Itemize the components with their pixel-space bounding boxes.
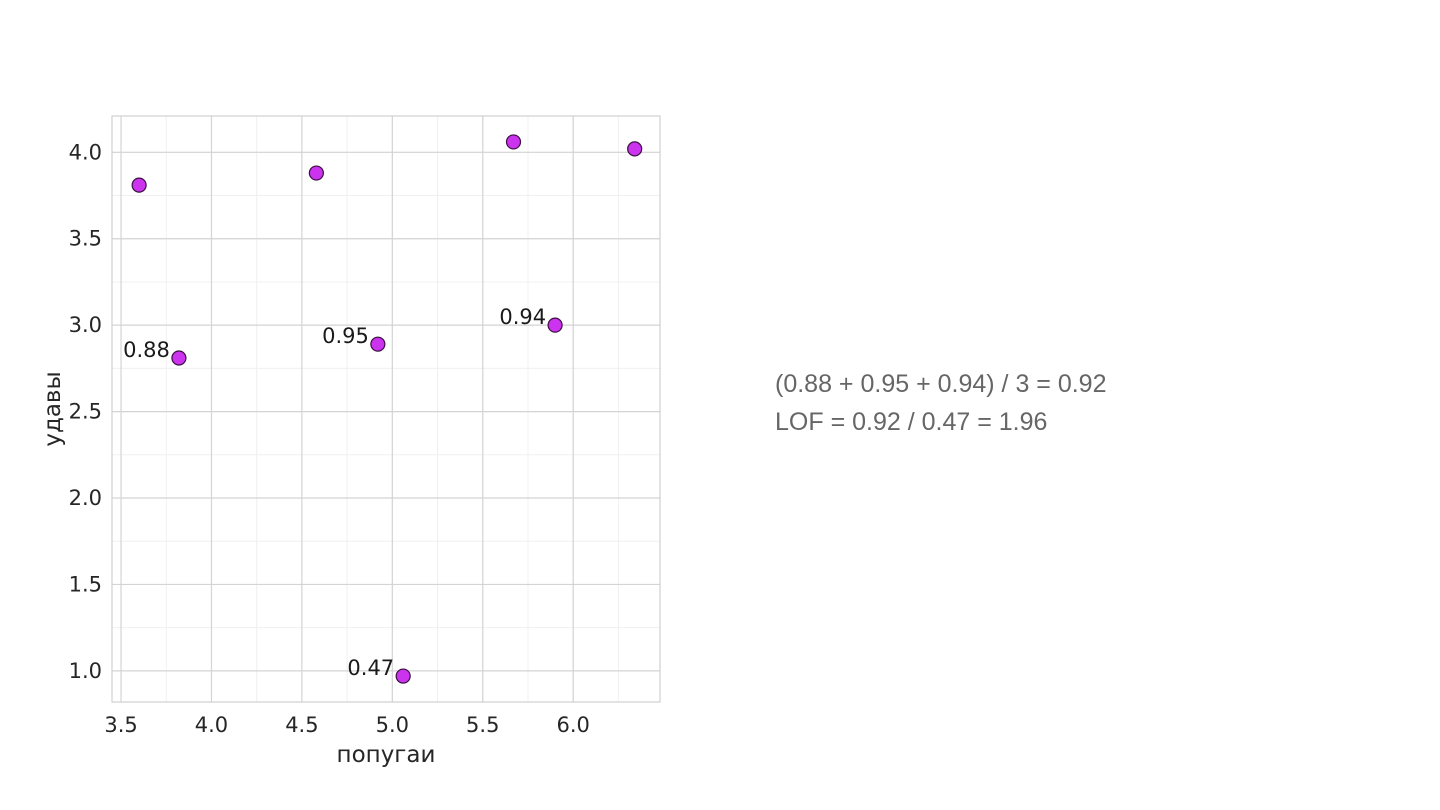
- y-tick-label: 1.0: [69, 659, 102, 683]
- x-tick-label: 5.5: [466, 713, 499, 737]
- y-axis-label: удавы: [40, 371, 66, 446]
- x-tick-label: 4.5: [285, 713, 318, 737]
- lof-formula: LOF = 0.92 / 0.47 = 1.96: [775, 408, 1048, 436]
- scatter-point: [171, 350, 187, 366]
- x-axis-label: попугаи: [337, 742, 436, 768]
- scatter-point: [547, 317, 563, 333]
- scatter-point: [308, 165, 324, 181]
- point-value-label: 0.94: [499, 305, 546, 329]
- point-value-label: 0.88: [123, 338, 170, 362]
- y-tick-label: 4.0: [69, 140, 102, 164]
- scatter-point: [395, 668, 411, 684]
- point-value-label: 0.95: [322, 324, 369, 348]
- scatter-point: [627, 141, 643, 157]
- x-tick-label: 3.5: [104, 713, 137, 737]
- scatter-point: [131, 177, 147, 193]
- scatter-point: [505, 134, 522, 150]
- y-tick-label: 3.5: [69, 227, 102, 251]
- y-tick-label: 2.0: [69, 486, 102, 510]
- data-points: [131, 134, 643, 684]
- tick-labels: 3.5 4.0 4.5 5.0 5.5 6.0 1.0 1.5 2.0 2.5 3.0 3.5 4.0: [69, 140, 590, 737]
- x-tick-label: 4.0: [195, 713, 228, 737]
- grid: [112, 116, 660, 702]
- y-tick-label: 3.0: [69, 313, 102, 337]
- x-tick-label: 5.0: [376, 713, 409, 737]
- y-tick-label: 1.5: [69, 572, 102, 596]
- point-labels: 0.88 0.95 0.94 0.47: [123, 305, 546, 680]
- scatter-point: [370, 336, 386, 352]
- point-value-label: 0.47: [347, 656, 394, 680]
- plot-area: [111, 115, 661, 703]
- y-tick-label: 2.5: [69, 400, 102, 424]
- lrd-average-formula: (0.88 + 0.95 + 0.94) / 3 = 0.92: [775, 370, 1107, 398]
- x-tick-label: 6.0: [556, 713, 589, 737]
